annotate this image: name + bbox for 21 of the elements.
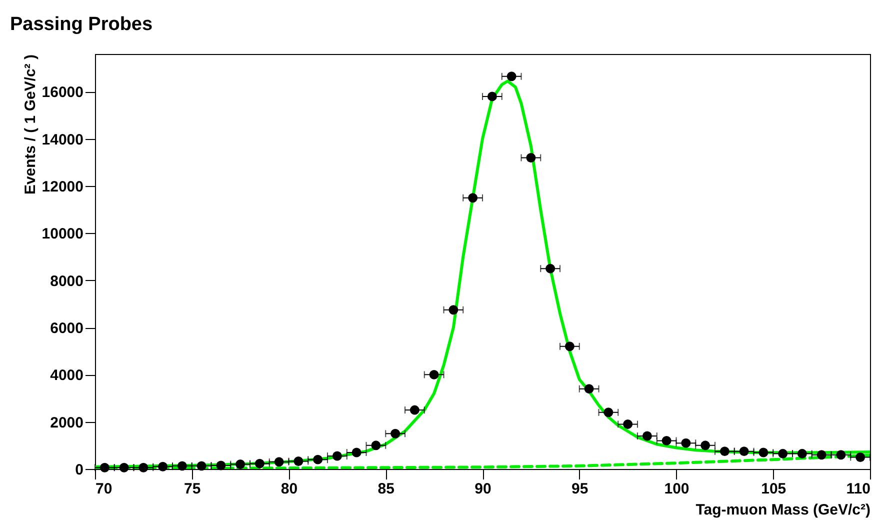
x-tick-label: 95 bbox=[572, 480, 588, 498]
y-tick-label: 12000 bbox=[42, 178, 84, 196]
x-tick-label: 75 bbox=[184, 480, 201, 498]
chart-title: Passing Probes bbox=[10, 14, 153, 35]
x-tick-label: 100 bbox=[664, 480, 690, 498]
y-axis-title: Events / ( 1 GeV/c² ) bbox=[22, 54, 39, 195]
x-tick-label: 80 bbox=[280, 480, 298, 498]
y-tick-label: 6000 bbox=[50, 320, 84, 338]
x-tick-label: 85 bbox=[378, 480, 394, 498]
y-tick-label: 0 bbox=[75, 462, 84, 478]
y-tick-label: 16000 bbox=[42, 84, 84, 102]
y-tick-label: 8000 bbox=[50, 272, 84, 290]
x-tick-label: 70 bbox=[96, 480, 112, 498]
y-tick-label: 14000 bbox=[42, 131, 84, 148]
y-tick-label: 10000 bbox=[42, 226, 84, 243]
x-tick-label: 110 bbox=[846, 480, 870, 498]
y-tick-label: 2000 bbox=[50, 414, 84, 432]
x-axis-title: Tag-muon Mass (GeV/c²) bbox=[696, 502, 870, 518]
x-tick-label: 105 bbox=[761, 480, 786, 498]
y-tick-label: 4000 bbox=[50, 367, 84, 384]
x-tick-label: 90 bbox=[474, 480, 492, 498]
